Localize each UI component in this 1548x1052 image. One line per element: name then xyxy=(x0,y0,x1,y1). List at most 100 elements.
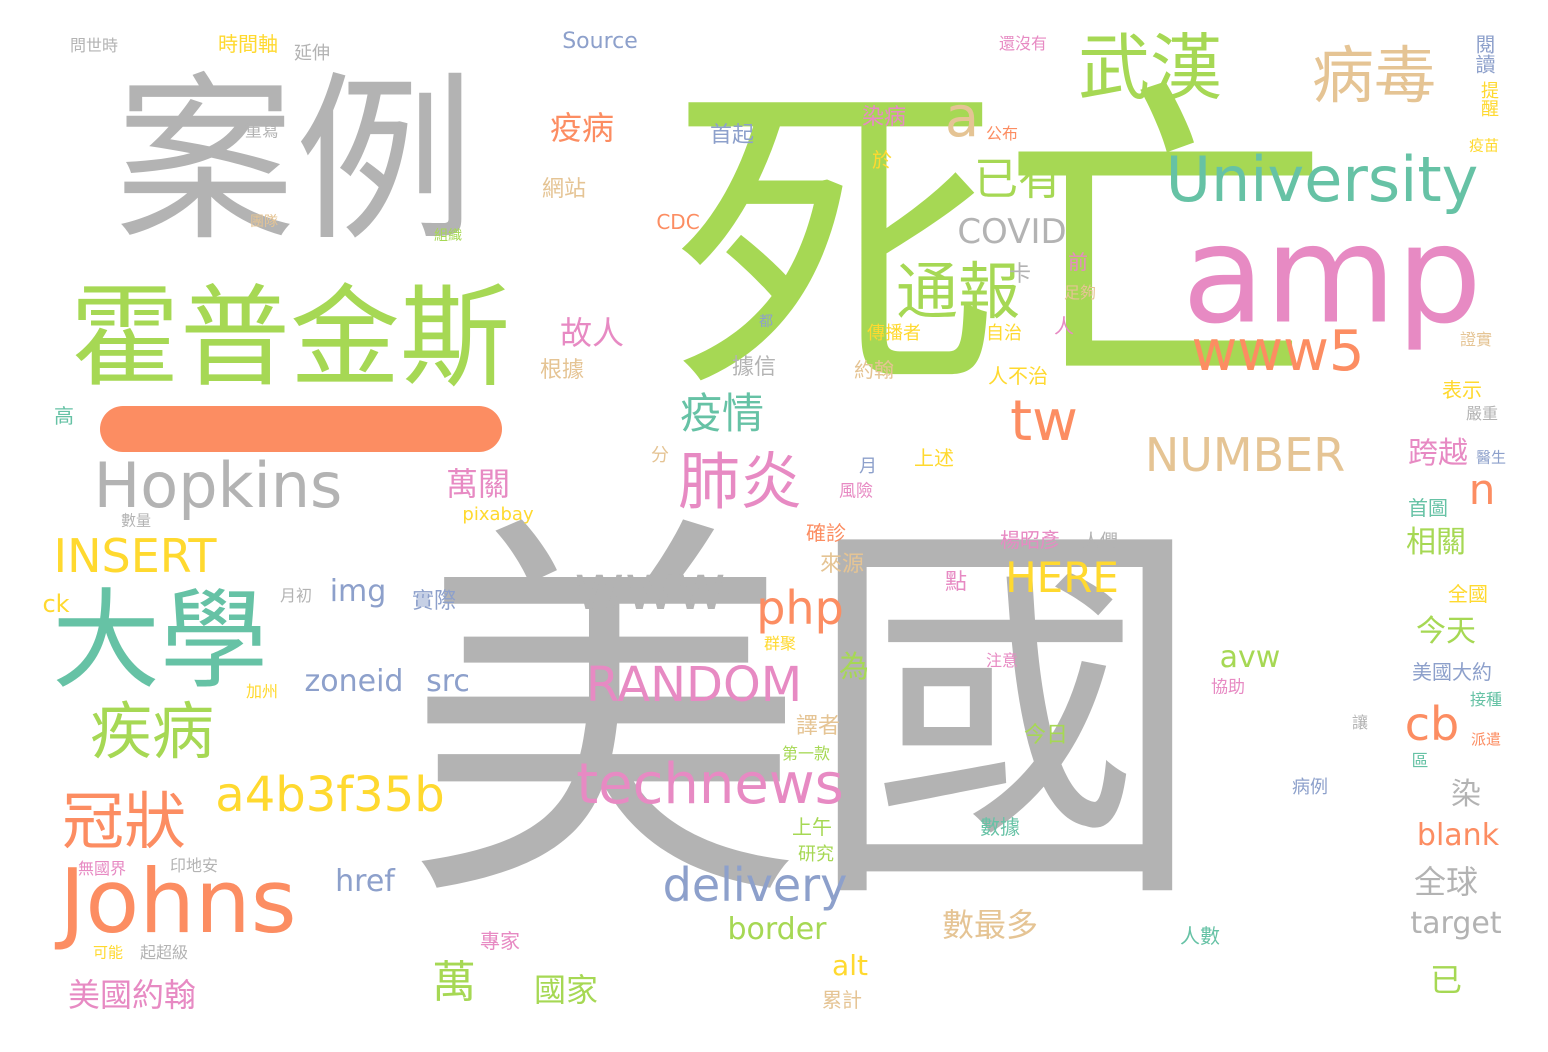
cloud-word: 數最多 xyxy=(941,906,1039,944)
cloud-word: 分 xyxy=(651,445,669,466)
cloud-word: 染病 xyxy=(861,105,907,130)
cloud-word: University xyxy=(1165,143,1479,216)
cloud-word: 起超級 xyxy=(139,943,189,962)
cloud-word: 月 xyxy=(859,456,877,477)
cloud-word: n xyxy=(1468,465,1496,514)
cloud-word: a xyxy=(944,85,980,150)
cloud-word: COVID xyxy=(957,212,1067,252)
cloud-word: 冠狀 xyxy=(61,785,187,858)
cloud-word: 疫情 xyxy=(679,389,765,438)
cloud-word: 印地安 xyxy=(169,856,219,875)
cloud-word: 譯者 xyxy=(795,714,841,739)
cloud-word: 數量 xyxy=(120,511,152,530)
cloud-word: 卡 xyxy=(1008,262,1032,287)
cloud-word: 提醒 xyxy=(1478,81,1499,117)
cloud-word: Johns xyxy=(59,850,297,953)
cloud-word: 問世時 xyxy=(69,36,119,55)
cloud-word: 美國約翰 xyxy=(67,976,197,1014)
cloud-word: RANDOM xyxy=(585,657,803,713)
cloud-word: 肺炎 xyxy=(677,445,803,518)
cloud-word: 死亡 xyxy=(670,53,1330,437)
cloud-word: 月初 xyxy=(279,586,313,605)
cloud-word: 萬 xyxy=(432,957,476,1008)
cloud-word: 今天 xyxy=(1416,614,1476,649)
cloud-word: avw xyxy=(1219,640,1281,675)
cloud-word: target xyxy=(1410,906,1502,941)
cloud-word: 來源 xyxy=(819,552,865,577)
cloud-word: HERE xyxy=(1005,553,1119,602)
cloud-word: 風險 xyxy=(839,481,873,502)
cloud-word: 相關 xyxy=(1406,525,1466,560)
cloud-word: img xyxy=(329,574,387,609)
cloud-word: 楊昭彥 xyxy=(1000,528,1060,552)
cloud-word: 延伸 xyxy=(294,43,330,64)
cloud-word: 國家 xyxy=(533,971,599,1009)
cloud-word: 全國 xyxy=(1448,582,1488,606)
cloud-word: 據信 xyxy=(731,355,777,380)
cloud-word: 讓 xyxy=(1351,713,1369,732)
cloud-word: 表示 xyxy=(1442,378,1482,402)
cloud-word: 累計 xyxy=(822,988,862,1012)
cloud-word: 人們 xyxy=(1082,531,1118,552)
cloud-word: 通報 xyxy=(895,255,1021,328)
cloud-word: 注意 xyxy=(985,651,1019,670)
cloud-word: 萬關 xyxy=(445,465,511,503)
cloud-word: 公布 xyxy=(985,124,1019,143)
cloud-word: 全球 xyxy=(1413,863,1479,901)
cloud-word: 網站 xyxy=(541,177,587,202)
cloud-word: 派遣 xyxy=(1470,730,1502,749)
cloud-word: 人 xyxy=(1054,314,1074,338)
cloud-word: 確診 xyxy=(806,521,846,545)
cloud-word: delivery xyxy=(662,858,848,912)
cloud-word: href xyxy=(335,864,395,899)
cloud-word: 點 xyxy=(944,570,968,595)
cloud-word: 美國大約 xyxy=(1412,660,1492,684)
cloud-word: technews xyxy=(576,752,844,817)
cloud-word: 霍普金斯 xyxy=(70,274,510,402)
cloud-word: 還沒有 xyxy=(998,34,1048,53)
cloud-word: 染 xyxy=(1451,777,1481,812)
cloud-word: INSERT xyxy=(53,529,217,583)
cloud-word: Hopkins xyxy=(93,449,343,522)
cloud-word: 閱讀 xyxy=(1472,34,1496,74)
cloud-word: 群聚 xyxy=(763,634,797,653)
cloud-word: 約翰 xyxy=(854,358,894,382)
cloud-word: 加州 xyxy=(245,682,279,701)
cloud-word: 重寫 xyxy=(245,121,279,142)
cloud-word: php xyxy=(756,581,844,635)
cloud-word: 可能 xyxy=(92,943,124,962)
cloud-word: 上午 xyxy=(792,815,832,839)
cloud-word: 都 xyxy=(759,314,773,330)
cloud-word: 無國界 xyxy=(77,859,127,878)
cloud-word: CDC xyxy=(656,210,700,234)
cloud-word: 證實 xyxy=(1459,330,1493,349)
cloud-word: 專家 xyxy=(480,929,520,953)
cloud-word: 為 xyxy=(839,650,869,685)
cloud-word: 病例 xyxy=(1292,777,1328,798)
cloud-word: 傳播者 xyxy=(867,323,921,344)
cloud-word: 疫病 xyxy=(549,109,615,147)
cloud-word: 第一款 xyxy=(781,744,831,763)
cloud-word: 今日 xyxy=(1023,723,1069,748)
cloud-word: 武漢 xyxy=(1077,26,1223,110)
cloud-word: cb xyxy=(1404,697,1460,751)
cloud-word: 人數 xyxy=(1180,924,1220,948)
cloud-word: 病毒 xyxy=(1311,39,1437,112)
cloud-word: src xyxy=(426,664,470,699)
cloud-word: www5 xyxy=(1191,319,1365,384)
cloud-word: ck xyxy=(42,590,70,618)
cloud-word: www xyxy=(573,551,727,624)
cloud-word: Source xyxy=(562,29,638,54)
cloud-word: 於 xyxy=(872,148,892,172)
cloud-word: alt xyxy=(832,949,868,982)
cloud-word: 上述 xyxy=(914,446,954,470)
cloud-word: 實際 xyxy=(411,589,457,614)
cloud-word: 首起 xyxy=(709,123,755,148)
cloud-word: 區 xyxy=(1411,751,1429,772)
cloud-word: 根據 xyxy=(539,358,585,383)
cloud-word: 已有 xyxy=(974,154,1062,205)
cloud-word: 數據 xyxy=(980,815,1020,839)
cloud-word: 疾病 xyxy=(89,695,215,768)
cloud-word: amp xyxy=(1182,196,1482,354)
